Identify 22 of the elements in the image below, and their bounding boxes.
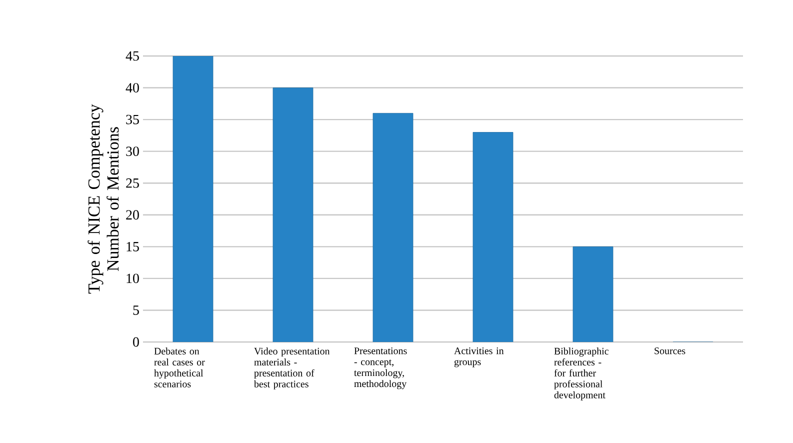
y-tick-label: 45: [126, 51, 139, 61]
x-tick-label: Bibliographic references - for further professional development: [554, 348, 608, 400]
x-tick-label: Activities in groups: [454, 348, 504, 368]
y-tick-label: 0: [133, 337, 139, 347]
y-tick-label: 40: [126, 83, 139, 92]
y-tick-label: 25: [126, 178, 139, 188]
x-tick-label: Debates on real cases or hypothetical scenarios: [154, 348, 205, 388]
bar: [272, 88, 314, 342]
x-tick-label: Video presentation materials - presentation of best practices: [254, 348, 330, 390]
x-tick-label: Sources: [654, 348, 686, 354]
y-tick-label: 30: [126, 146, 139, 156]
y-tick-label: 15: [126, 242, 139, 252]
bar: [572, 246, 614, 342]
y-tick-label: 20: [126, 210, 139, 220]
x-tick-label: Presentations - concept, terminology, methodology: [354, 348, 407, 390]
y-axis-title: Type of NICE Competency Number of Mentions: [88, 104, 119, 294]
bar: [172, 56, 214, 342]
y-tick-label: 10: [126, 274, 139, 284]
y-tick-label: 35: [126, 114, 139, 124]
bar: [472, 132, 514, 342]
bar: [372, 113, 414, 342]
y-tick-label: 5: [133, 306, 139, 315]
